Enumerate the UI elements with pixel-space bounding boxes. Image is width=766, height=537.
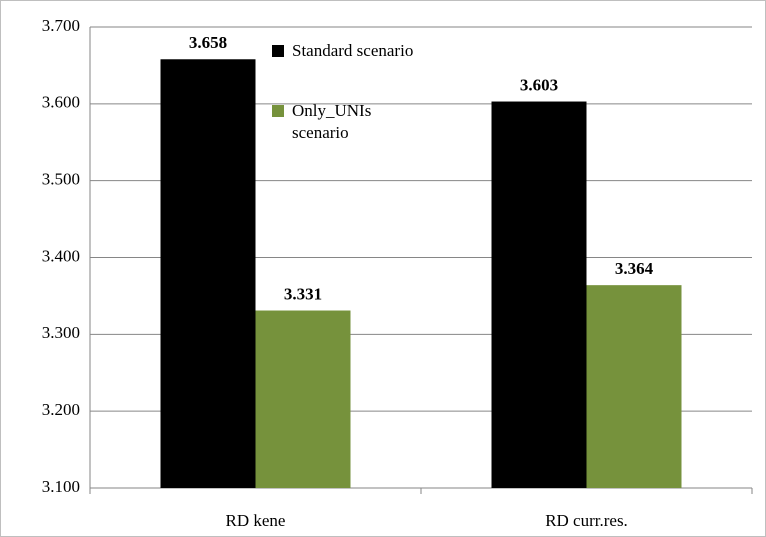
legend-label: Only_UNIs scenario [292, 101, 372, 142]
bar [255, 310, 351, 488]
y-tick-label: 3.600 [42, 93, 80, 112]
y-tick-label: 3.700 [42, 16, 80, 35]
y-tick-label: 3.100 [42, 477, 80, 496]
data-label: 3.658 [189, 33, 227, 52]
x-tick-label: RD kene [226, 511, 286, 530]
x-tick-label: RD curr.res. [545, 511, 628, 530]
y-tick-label: 3.500 [42, 170, 80, 189]
legend: Standard scenario Only_UNIs scenario [272, 40, 472, 182]
y-tick-label: 3.300 [42, 323, 80, 342]
legend-item: Standard scenario [272, 40, 472, 62]
legend-swatch [272, 45, 284, 57]
data-label: 3.364 [615, 259, 654, 278]
bar [160, 59, 256, 489]
data-label: 3.603 [520, 75, 558, 94]
y-tick-label: 3.400 [42, 246, 80, 265]
legend-swatch [272, 105, 284, 117]
y-tick-label: 3.200 [42, 400, 80, 419]
legend-label: Standard scenario [292, 41, 414, 60]
legend-item: Only_UNIs scenario [272, 100, 472, 144]
data-label: 3.331 [284, 284, 322, 303]
bar [491, 101, 587, 489]
bar [586, 285, 682, 488]
